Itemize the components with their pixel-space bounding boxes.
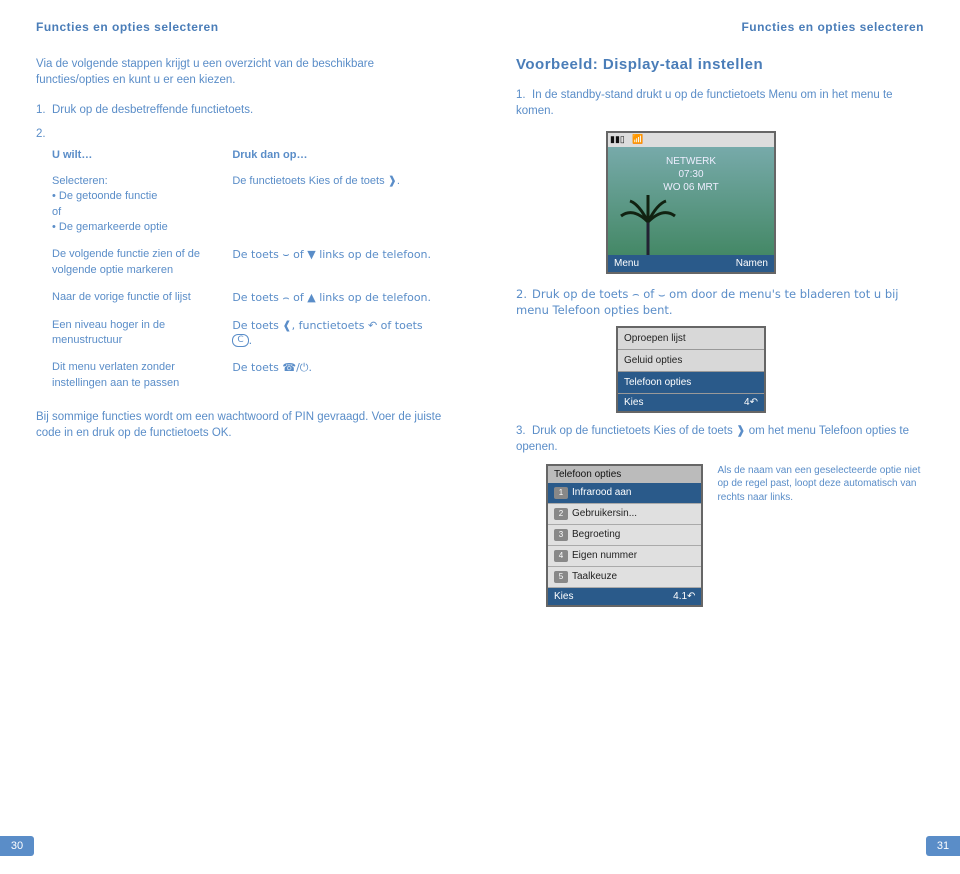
- table-cell: Een niveau hoger in de menustructuur: [52, 318, 232, 361]
- table-header: Druk dan op…: [232, 148, 444, 173]
- menu-item-calls[interactable]: Oproepen lijst: [618, 328, 764, 350]
- phone-screen-title: Telefoon opties: [548, 466, 701, 483]
- table-cell: De toets ❰, functietoets ↶ of toets C.: [232, 318, 444, 361]
- clock-label: 07:30: [608, 168, 774, 181]
- left-step1: 1.Druk op de desbetreffende functietoets…: [36, 102, 444, 118]
- phone-status-bar: ▮▮▯ 📶: [608, 133, 774, 147]
- phone-options-screen: Telefoon opties 1Infrarood aan 2Gebruike…: [546, 464, 703, 607]
- right-step2: 2.Druk op de toets ⌢ of ⌣ om door de men…: [516, 286, 924, 318]
- option-user[interactable]: 2Gebruikersin...: [548, 504, 701, 525]
- softkey-menu[interactable]: Menu: [614, 258, 639, 269]
- row-index-icon: 2: [554, 508, 568, 520]
- right-step1: 1.In de standby-stand drukt u op de func…: [516, 87, 924, 119]
- step-text: Druk op de toets ⌢ of ⌣ om door de menu'…: [516, 287, 899, 317]
- phone-standby-screen: ▮▮▯ 📶 NETWERK 07:30 WO 06 MRT Menu Namen: [606, 131, 776, 274]
- row-index-icon: 1: [554, 487, 568, 499]
- phone-menu-screen: Oproepen lijst Geluid opties Telefoon op…: [616, 326, 766, 413]
- page-number-right: 31: [926, 836, 960, 856]
- table-cell: De volgende functie zien of de volgende …: [52, 247, 232, 290]
- softkey-kies[interactable]: Kies: [554, 591, 573, 602]
- step-text: Druk op de functietoets Kies of de toets…: [516, 425, 909, 453]
- example-title: Voorbeeld: Display-taal instellen: [516, 56, 924, 73]
- date-label: WO 06 MRT: [608, 181, 774, 194]
- c-key-icon: C: [232, 334, 248, 347]
- table-cell: De toets ⌣ of ▼ links op de telefoon.: [232, 247, 444, 290]
- option-own-number[interactable]: 4Eigen nummer: [548, 546, 701, 567]
- left-step2-lead: 2.: [36, 126, 444, 142]
- step-number: 3.: [516, 423, 532, 439]
- left-intro: Via de volgende stappen krijgt u een ove…: [36, 56, 444, 88]
- row-index-icon: 4: [554, 550, 568, 562]
- step-number: 2.: [36, 126, 52, 142]
- softkey-kies[interactable]: Kies: [624, 397, 643, 408]
- actions-table: U wilt… Druk dan op… Selecteren: • De ge…: [52, 148, 444, 403]
- softkey-back[interactable]: 4↶: [744, 397, 758, 408]
- palm-tree-icon: [618, 195, 678, 255]
- left-closing: Bij sommige functies wordt om een wachtw…: [36, 409, 444, 441]
- table-header: U wilt…: [52, 148, 232, 173]
- phone-wallpaper: NETWERK 07:30 WO 06 MRT: [608, 147, 774, 255]
- right-section-title: Functies en opties selecteren: [516, 20, 924, 34]
- menu-item-phone-options[interactable]: Telefoon opties: [618, 372, 764, 394]
- left-section-title: Functies en opties selecteren: [36, 20, 444, 34]
- row-index-icon: 3: [554, 529, 568, 541]
- table-cell: Selecteren: • De getoonde functie of • D…: [52, 174, 232, 248]
- step-text: In de standby-stand drukt u op de functi…: [516, 89, 893, 117]
- row-index-icon: 5: [554, 571, 568, 583]
- step-text: Druk op de desbetreffende functietoets.: [52, 104, 253, 116]
- table-cell: De toets ⌢ of ▲ links op de telefoon.: [232, 290, 444, 317]
- table-cell: Naar de vorige functie of lijst: [52, 290, 232, 317]
- right-step3: 3.Druk op de functietoets Kies of de toe…: [516, 423, 924, 455]
- phone3-side-note: Als de naam van een geselecteerde optie …: [717, 464, 924, 505]
- option-language[interactable]: 5Taalkeuze: [548, 567, 701, 588]
- softkey-back[interactable]: 4.1↶: [673, 591, 695, 602]
- step-number: 1.: [36, 102, 52, 118]
- menu-item-sound[interactable]: Geluid opties: [618, 350, 764, 372]
- page-number-left: 30: [0, 836, 34, 856]
- table-cell: De functietoets Kies of de toets ❱.: [232, 174, 444, 248]
- option-greeting[interactable]: 3Begroeting: [548, 525, 701, 546]
- option-infrared[interactable]: 1Infrarood aan: [548, 483, 701, 504]
- table-cell: De toets ☎/⏻.: [232, 360, 444, 403]
- table-cell: Dit menu verlaten zonder instellingen aa…: [52, 360, 232, 403]
- step-number: 2.: [516, 286, 532, 302]
- step-number: 1.: [516, 87, 532, 103]
- network-label: NETWERK: [608, 155, 774, 168]
- softkey-names[interactable]: Namen: [736, 258, 768, 269]
